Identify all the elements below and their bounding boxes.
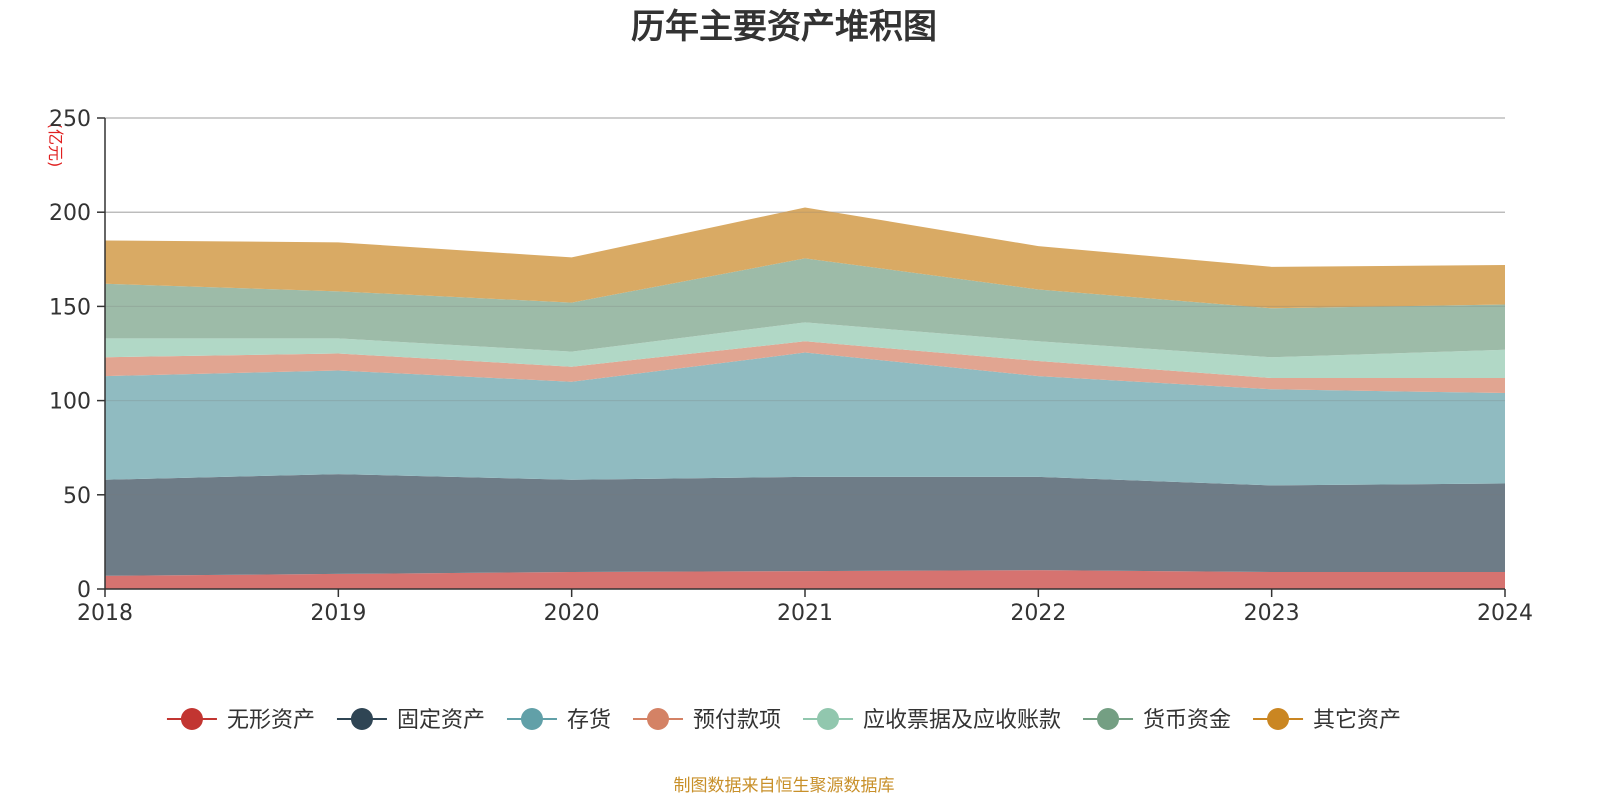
area-series: [105, 117, 1505, 589]
legend-item-5[interactable]: 货币资金: [1083, 708, 1231, 733]
legend-label: 应收票据及应收账款: [863, 708, 1061, 733]
area-series-4: [105, 322, 1505, 378]
area-series-5: [105, 258, 1505, 358]
legend-label: 其它资产: [1313, 708, 1401, 733]
axes: [97, 117, 1506, 597]
legend-label: 无形资产: [227, 708, 315, 733]
y-tick-label: 200: [49, 201, 91, 226]
x-tick-label: 2022: [1010, 601, 1066, 626]
y-tick-label: 0: [77, 578, 91, 603]
y-tick-label: 150: [49, 295, 91, 320]
y-tick-label: 250: [49, 107, 91, 132]
legend-item-0[interactable]: 无形资产: [166, 708, 315, 733]
legend: 无形资产 固定资产 存货 预付款项 应收票据及应收账款 货币资金 其它资产: [166, 708, 1401, 733]
legend-label: 预付款项: [693, 708, 781, 733]
legend-label: 货币资金: [1143, 708, 1231, 733]
area-series-6: [105, 207, 1505, 309]
legend-item-1[interactable]: 固定资产: [336, 708, 485, 733]
legend-circle-icon: [350, 708, 373, 730]
legend-item-6[interactable]: 其它资产: [1253, 708, 1401, 733]
x-tick-labels: 2018 2019 2020 2021 2022 2023 2024: [77, 601, 1533, 626]
x-tick-label: 2023: [1244, 601, 1300, 626]
legend-circle-icon: [646, 708, 669, 730]
legend-item-4[interactable]: 应收票据及应收账款: [803, 708, 1061, 733]
y-tick-label: 100: [49, 390, 91, 415]
x-tick-label: 2019: [310, 601, 366, 626]
legend-circle-icon: [520, 708, 543, 730]
x-tick-label: 2024: [1477, 601, 1533, 626]
x-tick-label: 2021: [777, 601, 833, 626]
area-series-2: [105, 352, 1505, 486]
chart-title: 历年主要资产堆积图: [631, 7, 937, 47]
legend-circle-icon: [180, 708, 203, 730]
legend-label: 固定资产: [397, 708, 485, 733]
y-tick-labels: 0 50 100 150 200 250: [49, 107, 91, 603]
legend-item-2[interactable]: 存货: [506, 708, 611, 733]
area-series-3: [105, 341, 1505, 394]
x-tick-label: 2020: [544, 601, 600, 626]
legend-label: 存货: [567, 708, 611, 733]
legend-circle-icon: [1097, 708, 1120, 730]
data-source-note: 制图数据来自恒生聚源数据库: [674, 776, 895, 796]
legend-circle-icon: [1267, 708, 1290, 730]
y-axis-unit-label: (亿元): [46, 123, 65, 168]
y-tick-label: 50: [63, 484, 91, 509]
area-series-1: [105, 474, 1505, 576]
legend-circle-icon: [817, 708, 840, 730]
area-series-0: [105, 570, 1505, 589]
x-tick-label: 2018: [77, 601, 133, 626]
legend-item-3[interactable]: 预付款项: [632, 708, 781, 733]
